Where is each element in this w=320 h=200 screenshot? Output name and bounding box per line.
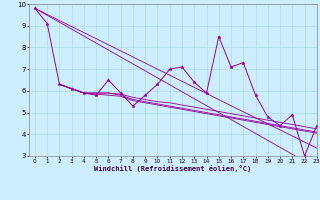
X-axis label: Windchill (Refroidissement éolien,°C): Windchill (Refroidissement éolien,°C) [94,165,252,172]
